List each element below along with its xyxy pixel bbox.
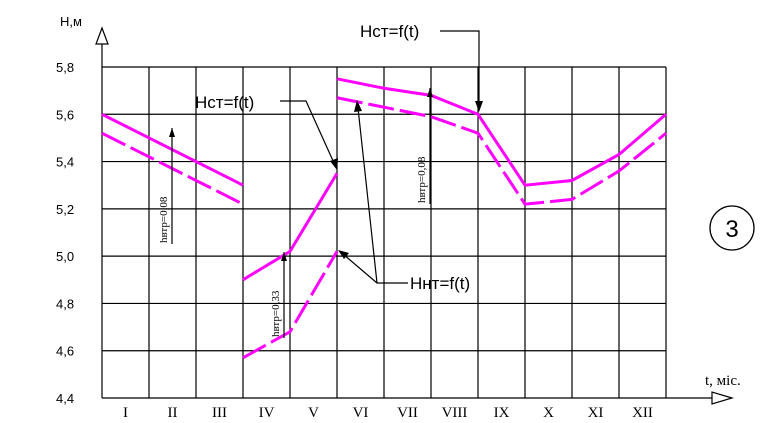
figure-number-badge	[709, 205, 755, 251]
x-tick-label: II	[168, 405, 178, 421]
hst-line-segment-2	[242, 172, 339, 282]
x-axis-title: t, міс.	[705, 373, 741, 389]
y-tick-label: 5,6	[56, 107, 74, 122]
x-tick-label: III	[212, 405, 227, 421]
y-tick-label: 5,0	[56, 249, 74, 264]
hnt-leader-2-arrow	[354, 100, 362, 112]
x-tick-label: IX	[494, 405, 510, 421]
y-tick-labels: 4,4 4,6 4,8 5,0 5,2 5,4 5,6 5,8	[56, 60, 74, 406]
loss-1-label: hвтр=0,08	[158, 196, 170, 243]
y-axis-arrow	[95, 26, 109, 45]
y-tick-label: 5,4	[56, 155, 74, 170]
loss-2-label: hвтр=0,33	[270, 290, 282, 337]
x-tick-label: VI	[353, 405, 369, 421]
loss-3-label: hвтр=0,08	[416, 156, 428, 203]
hnt-label: Hнт=f(t)	[410, 274, 470, 293]
loss-1-marker-arrow	[169, 128, 175, 137]
loss-3-marker-arrow	[427, 88, 433, 97]
y-tick-label: 4,8	[56, 296, 74, 311]
y-tick-label: 5,8	[56, 60, 74, 75]
hnt-leader-2	[357, 107, 378, 284]
x-tick-label: XI	[588, 405, 604, 421]
hst-mid-leader	[280, 100, 335, 164]
hnt-leader-1-arrow	[338, 250, 349, 259]
x-tick-labels: I II III IV V VI VII VIII IX X XI XII	[123, 405, 653, 421]
x-tick-label: X	[543, 405, 554, 421]
annotations: Hст=f(t) Hст=f(t) Hнт=f(t) hвтр=0,08 hвт…	[158, 22, 755, 338]
x-tick-label: I	[123, 405, 128, 421]
hst-top-leader	[440, 30, 480, 105]
x-tick-label: XII	[632, 405, 653, 421]
hst-label-mid: Hст=f(t)	[195, 93, 254, 112]
figure-number-text: 3	[725, 216, 738, 243]
x-axis-arrow	[711, 391, 735, 405]
hst-top-leader-arrow	[475, 101, 483, 112]
y-tick-label: 5,2	[56, 202, 74, 217]
hst-mid-leader-arrow	[330, 158, 338, 170]
hst-label-top: Hст=f(t)	[360, 22, 419, 41]
hst-line-segment-3	[336, 77, 667, 187]
y-tick-label: 4,4	[56, 391, 74, 406]
grid	[102, 66, 667, 398]
hnt-line-segment-2	[242, 250, 339, 360]
x-tick-label: VIII	[442, 405, 468, 421]
x-tick-label: VII	[397, 405, 418, 421]
x-tick-label: V	[308, 405, 319, 421]
loss-2-marker-arrow	[281, 252, 287, 261]
axes: H,м t, міс.	[60, 14, 741, 405]
x-tick-label: IV	[259, 405, 275, 421]
hnt-line-segment-3	[336, 96, 667, 206]
y-tick-label: 4,6	[56, 344, 74, 359]
y-axis-title: H,м	[60, 14, 82, 29]
